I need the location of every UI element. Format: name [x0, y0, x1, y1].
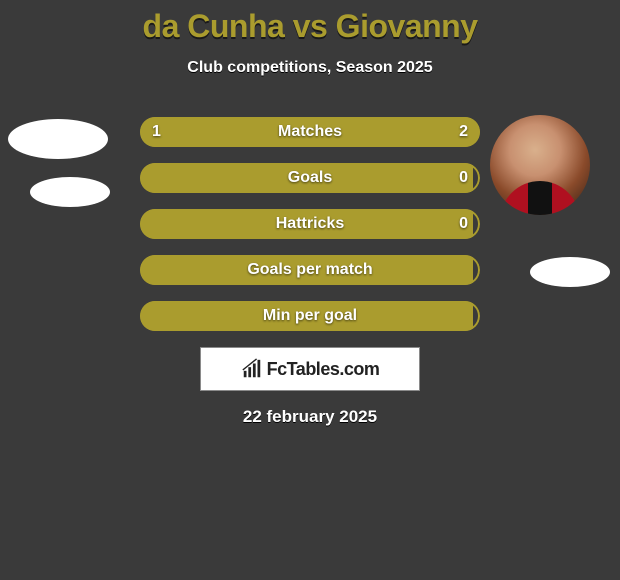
stat-row: Goals per match [140, 255, 480, 285]
snapshot-date: 22 february 2025 [0, 407, 620, 427]
stat-bars: Matches12Goals0Hattricks0Goals per match… [140, 115, 480, 331]
stat-row: Min per goal [140, 301, 480, 331]
stat-row: Matches1 2 [140, 117, 480, 147]
stat-label: Goals [140, 163, 480, 193]
branding-text: FcTables.com [267, 359, 380, 380]
player-right-avatar [490, 115, 590, 215]
branding-box: FcTables.com [200, 347, 420, 391]
page-title: da Cunha vs Giovanny [0, 0, 620, 45]
player-right-team-badge [530, 257, 610, 287]
stat-row: Goals0 [140, 163, 480, 193]
stat-label: Goals per match [140, 255, 480, 285]
player-left-team-badge [30, 177, 110, 207]
stat-value-right: 2 [459, 117, 468, 147]
page-subtitle: Club competitions, Season 2025 [0, 59, 620, 77]
comparison-panel: Matches12Goals0Hattricks0Goals per match… [0, 115, 620, 427]
stat-value-right: 0 [459, 163, 468, 193]
stat-label: Matches [140, 117, 480, 147]
stat-value-right: 0 [459, 209, 468, 239]
chart-icon [241, 358, 263, 380]
player-left-avatar [8, 119, 108, 159]
stat-row: Hattricks0 [140, 209, 480, 239]
stat-value-left: 1 [152, 117, 161, 147]
stat-label: Min per goal [140, 301, 480, 331]
stat-label: Hattricks [140, 209, 480, 239]
